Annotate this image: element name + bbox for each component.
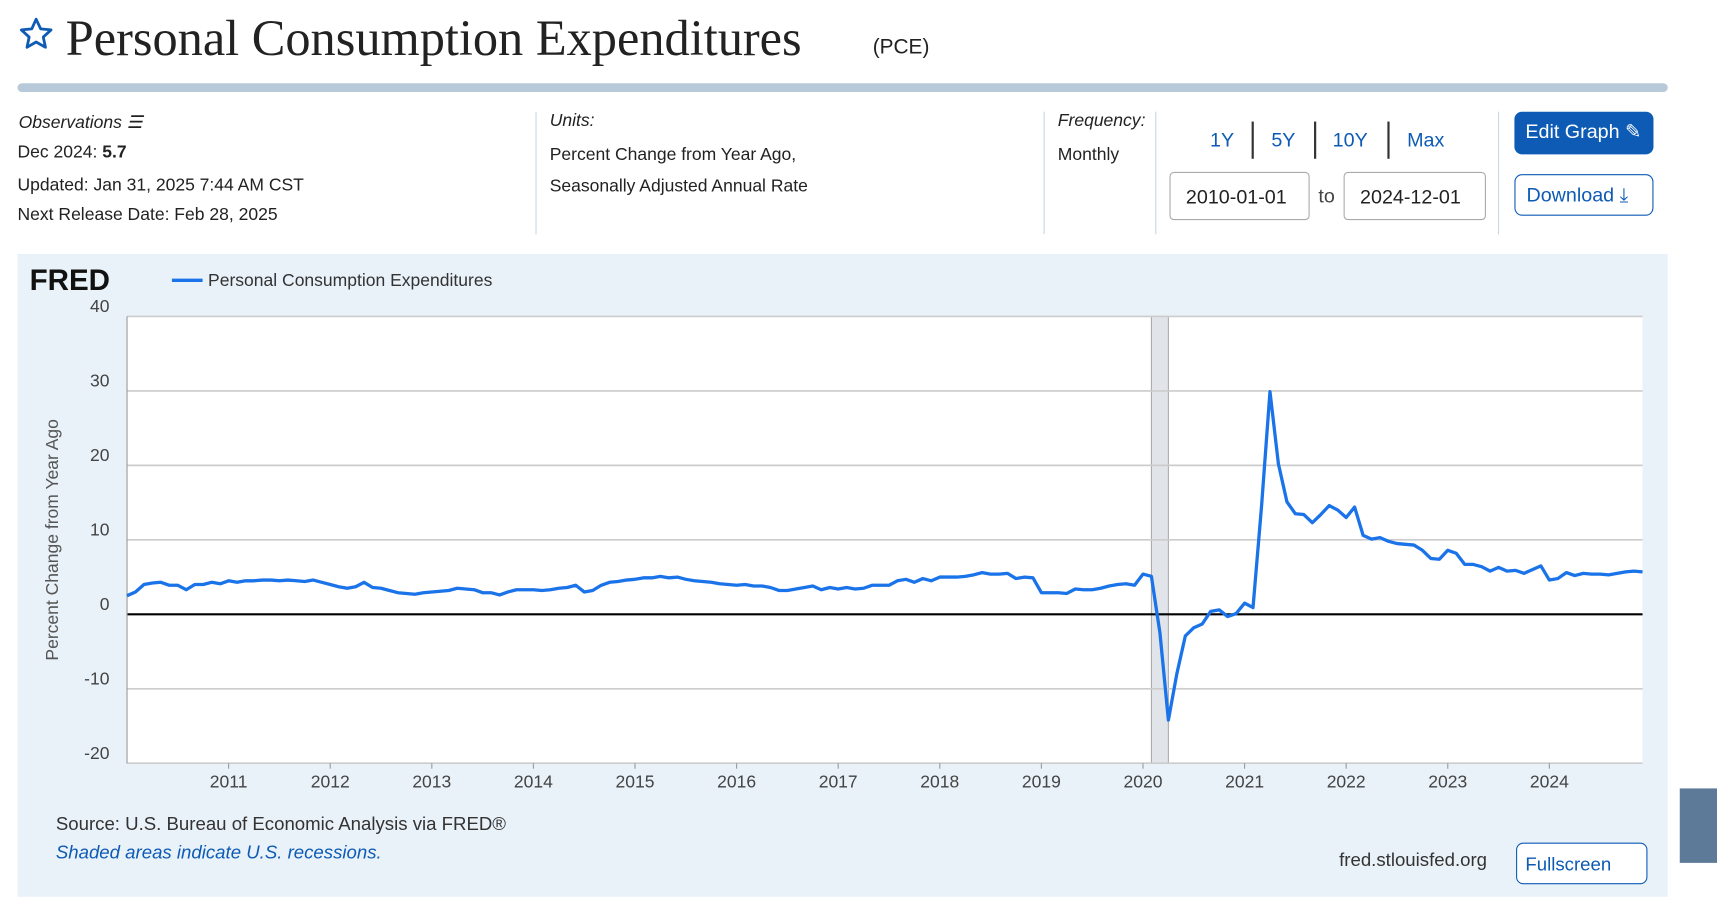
x-tick-label: 2017 — [819, 771, 858, 791]
download-button[interactable]: Download ⤓ — [1514, 174, 1654, 216]
x-tick-label: 2024 — [1530, 771, 1569, 791]
obs-value: 5.7 — [102, 143, 127, 163]
observations-link[interactable]: Observations ☰ — [18, 113, 143, 133]
y-tick-label: 0 — [100, 594, 110, 614]
range-sep — [1251, 121, 1254, 159]
fullscreen-button[interactable] — [1516, 842, 1648, 885]
download-text[interactable]: Download — [1526, 183, 1615, 206]
scroll-top[interactable] — [1679, 788, 1717, 863]
x-tick-label: 2023 — [1428, 771, 1467, 791]
y-tick-label: 40 — [90, 296, 110, 316]
y-tick-label: 20 — [90, 445, 110, 465]
fred-logo: FRED — [30, 264, 110, 297]
y-tick-label: -10 — [84, 668, 110, 688]
obs-date: Dec 2024: — [17, 143, 98, 163]
units-1: Percent Change from Year Ago, — [549, 145, 797, 165]
x-tick-label: 2014 — [514, 771, 553, 791]
legend-label: Personal Consumption Expenditures — [208, 270, 493, 290]
edit-graph-button[interactable]: Edit Graph ✎ — [1514, 111, 1654, 155]
frequency: Monthly — [1057, 145, 1120, 165]
next-release[interactable]: Next Release Date: Feb 28, 2025 — [17, 205, 278, 225]
y-tick-label: 10 — [90, 519, 110, 539]
x-tick-label: 2020 — [1123, 771, 1162, 791]
y-tick-label: -20 — [84, 743, 110, 763]
frequency-label: Frequency: — [1057, 111, 1146, 131]
range-sep — [1314, 121, 1317, 159]
x-tick-label: 2011 — [210, 771, 248, 791]
x-tick-label: 2018 — [920, 771, 959, 791]
y-axis-label: Percent Change from Year Ago — [42, 419, 62, 661]
x-tick-label: 2019 — [1022, 771, 1061, 791]
site: fred.stlouisfed.org — [1339, 849, 1487, 870]
units-2: Seasonally Adjusted Annual Rate — [549, 177, 808, 197]
separator — [1497, 111, 1500, 235]
x-tick-label: 2021 — [1225, 771, 1264, 791]
obs-line: Dec 2024: 5.7 — [18, 143, 127, 163]
range-sep — [1387, 121, 1390, 159]
y-tick-label: 30 — [90, 371, 110, 391]
x-tick-label: 2015 — [616, 771, 655, 791]
star-icon[interactable] — [18, 15, 55, 52]
separator — [1155, 111, 1157, 235]
date-from[interactable]: 2010-01-01 — [1169, 171, 1310, 221]
separator — [535, 111, 537, 235]
recession-note: Shaded areas indicate U.S. recessions. — [56, 841, 382, 862]
range-button[interactable]: Max — [1407, 129, 1445, 152]
range-button[interactable]: 10Y — [1332, 129, 1368, 152]
units-label: Units: — [549, 111, 595, 131]
x-tick-label: 2022 — [1327, 771, 1366, 791]
source: Source: U.S. Bureau of Economic Analysis… — [56, 813, 506, 834]
x-tick-label: 2013 — [412, 771, 451, 791]
x-tick-label: 2016 — [717, 771, 756, 791]
separator — [1043, 111, 1045, 235]
range-button[interactable]: 1Y — [1209, 129, 1235, 152]
fullscreen-text[interactable]: Fullscreen — [1525, 854, 1611, 875]
edit-text[interactable]: Edit Graph — [1525, 120, 1620, 143]
range-button[interactable]: 5Y — [1271, 129, 1296, 152]
date-to[interactable]: 2024-12-01 — [1343, 171, 1486, 221]
series-code: (PCE) — [872, 36, 930, 60]
to-word: to — [1318, 185, 1335, 207]
divider — [17, 83, 1668, 92]
page-title: Personal Consumption Expenditures — [65, 9, 802, 66]
x-tick-label: 2012 — [311, 771, 350, 791]
observations-text[interactable]: Observations — [18, 113, 122, 133]
series-line — [126, 390, 1643, 722]
updated: Updated: Jan 31, 2025 7:44 AM CST — [17, 176, 304, 195]
